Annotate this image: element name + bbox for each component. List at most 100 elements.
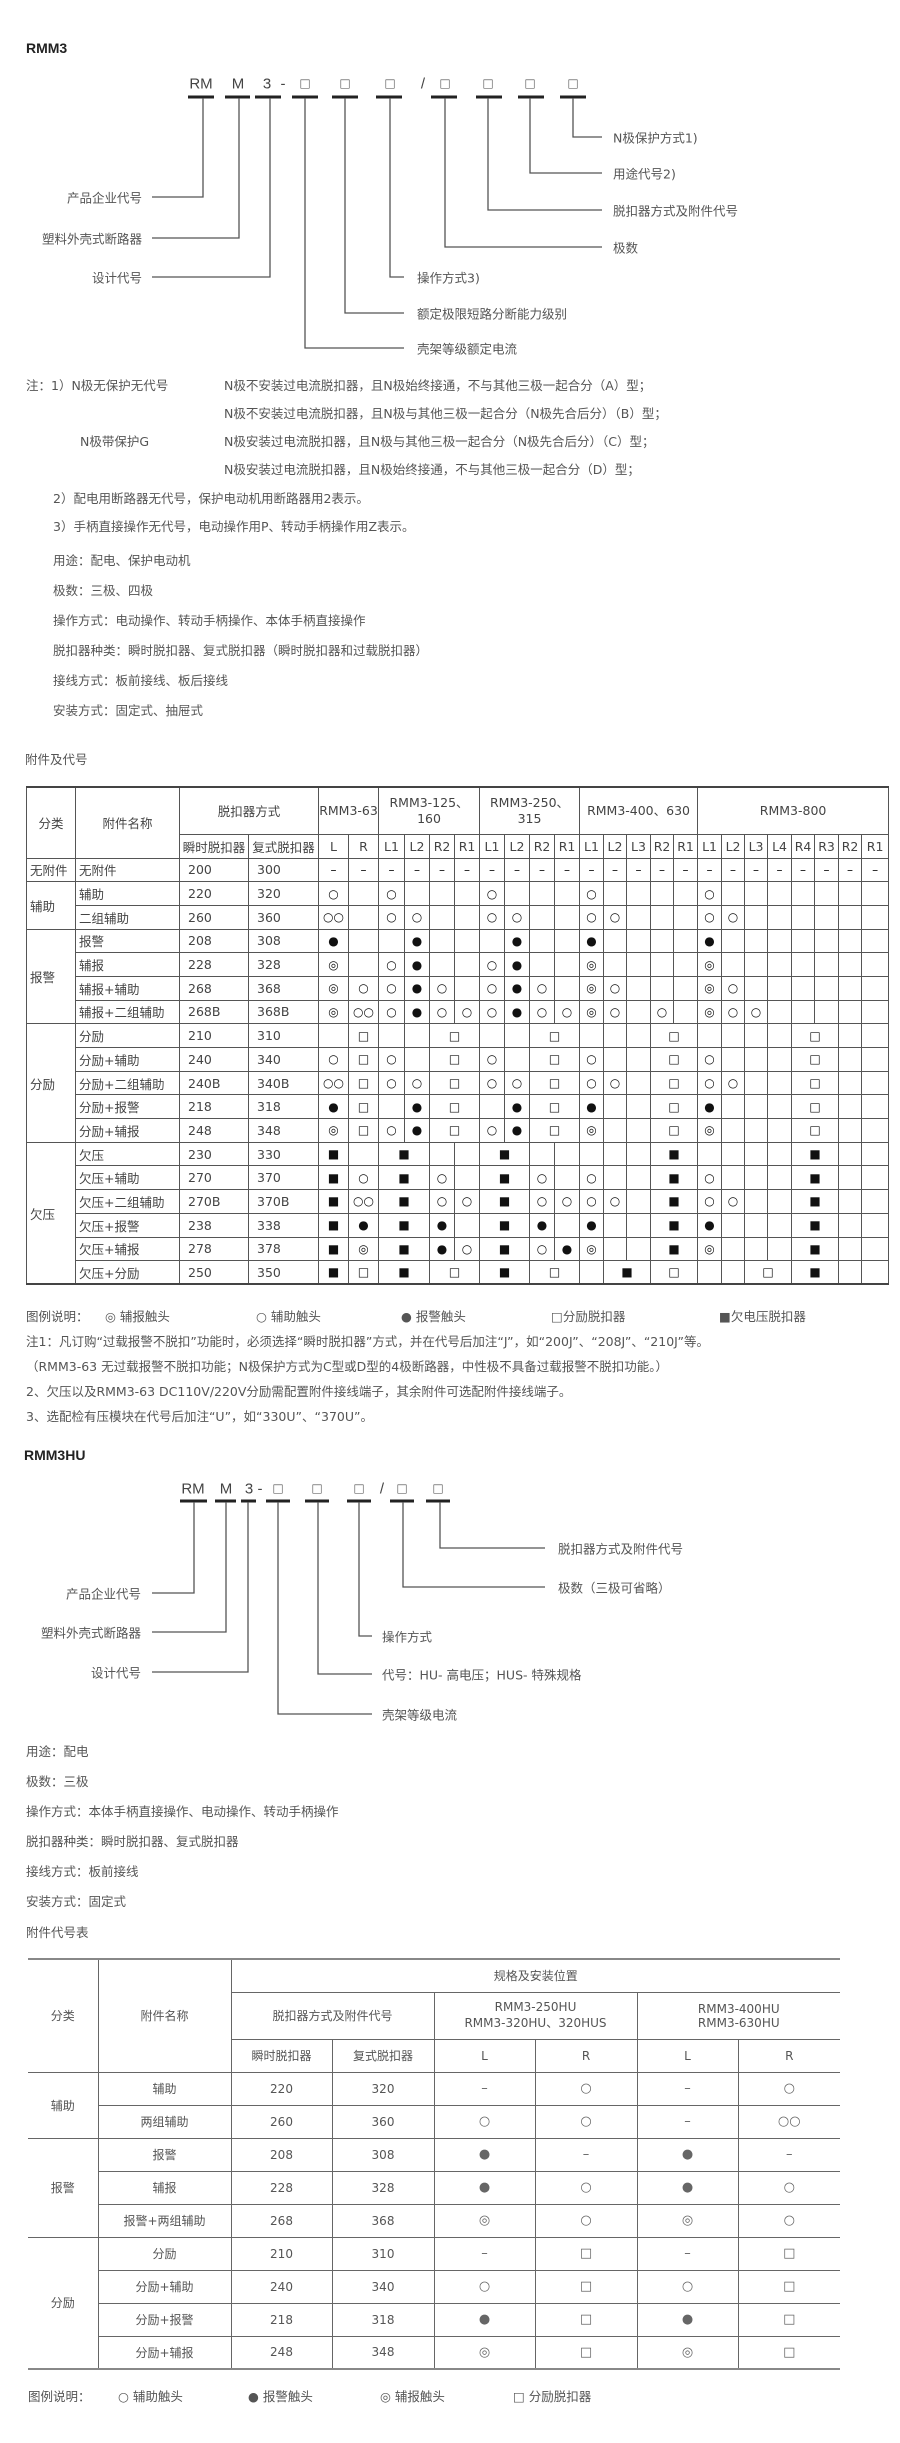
mark-cell <box>744 881 769 906</box>
mark-cell <box>838 1047 863 1072</box>
mark-cell <box>838 1141 863 1167</box>
instant-code-cell: 220 <box>230 2071 333 2106</box>
mark-cell: ○ <box>579 1070 605 1096</box>
mark-cell: ● <box>636 2137 739 2172</box>
mark-cell <box>626 1212 652 1238</box>
mark-cell <box>767 1047 793 1072</box>
code-label: 用途代号2) <box>613 166 676 182</box>
mark-cell: ○ <box>433 2269 536 2304</box>
mark-cell: ○ <box>378 1118 406 1143</box>
mark-cell: ○ <box>721 1070 746 1096</box>
mark-cell <box>429 1141 456 1167</box>
compound-code-cell: 328 <box>331 2170 435 2205</box>
mark-cell <box>861 1212 890 1238</box>
table-row: 无附件 无附件 200 300– – – – – – – – – – – – – – – – – – – – – – – <box>26 857 890 883</box>
mark-cell <box>378 928 406 954</box>
mark-cell <box>673 999 699 1025</box>
mark-cell: ○ <box>721 904 746 930</box>
mark-cell <box>554 1165 581 1191</box>
mark-cell: ○ <box>579 881 605 906</box>
mark-cell <box>744 1023 769 1048</box>
accessory-name-cell: 辅助 <box>97 2071 232 2106</box>
mark-cell <box>744 1236 769 1262</box>
mark-cell <box>861 1260 890 1285</box>
instant-code-cell: 218 <box>179 1094 249 1120</box>
mark-cell: ■ <box>378 1212 431 1238</box>
table-row: 报警 报警 208 308 ● – ● – <box>28 2137 841 2238</box>
mark-cell <box>429 881 456 906</box>
mark-cell <box>744 1070 769 1096</box>
mark-cell: ○ <box>697 904 723 930</box>
legend-item: ○ 辅助触头 <box>256 1306 321 1325</box>
category-cell: 报警 <box>28 2137 99 2238</box>
mark-cell <box>554 952 581 977</box>
mark-cell <box>650 975 675 1001</box>
mark-cell <box>838 1236 863 1262</box>
header-spec: 规格及安装位置 <box>230 1958 841 1993</box>
model-name: RMM3-630HU <box>697 2015 780 2030</box>
mark-cell <box>861 1189 890 1214</box>
mark-cell: – <box>767 857 793 883</box>
mark-cell: ○ <box>479 1118 506 1143</box>
header-position: R1 <box>673 833 699 859</box>
mark-cell: ○ <box>603 904 628 930</box>
mark-cell <box>767 1023 793 1048</box>
mark-cell <box>348 881 380 906</box>
mark-cell <box>603 1047 628 1072</box>
mark-cell <box>454 904 481 930</box>
mark-cell <box>721 952 746 977</box>
mark-cell: ○ <box>479 975 506 1001</box>
mark-cell: ◎ <box>636 2335 739 2370</box>
mark-cell: □ <box>348 1094 380 1120</box>
accessory-name-cell: 分励+辅助 <box>75 1047 180 1072</box>
header-comp: 复式脱扣器 <box>247 833 320 859</box>
mark-cell: □ <box>534 2335 638 2370</box>
mark-cell: □ <box>650 1260 699 1285</box>
mark-cell <box>721 1212 746 1238</box>
table-row: 二组辅助 260 360 ○○ ○ ○ ○ ○ ○ ○ ○ ○ <box>27 904 890 930</box>
mark-cell <box>838 1260 863 1285</box>
mark-cell: ○ <box>479 904 506 930</box>
mark-cell <box>767 1141 793 1167</box>
table-row: 辅报 228 328 ◎ ○ ● ○ ● ◎ ◎ <box>27 952 890 977</box>
mark-cell: □ <box>737 2302 841 2337</box>
instant-code-cell: 248 <box>230 2335 333 2370</box>
mark-cell <box>767 881 793 906</box>
mark-cell: ■ <box>378 1141 431 1167</box>
mark-cell: □ <box>529 1023 581 1048</box>
mark-cell <box>650 928 675 954</box>
mark-cell: – <box>378 857 406 883</box>
spec-mounting: 安装方式：固定式 <box>26 1894 127 1909</box>
mark-cell: ■ <box>378 1236 431 1262</box>
mark-cell <box>814 881 840 906</box>
mark-cell: ■ <box>791 1260 840 1285</box>
mark-cell <box>626 904 652 930</box>
table-row: 分励+辅助 240 340 ○ □ ○ □ <box>28 2269 841 2304</box>
note-2: 2）配电用断路器无代号，保护电动机用断路器用2表示。 <box>53 491 369 506</box>
table-row: 欠压+辅助 270 370 ■ ○ ■ ○ ■ ○ ○ ■ ○ ■ <box>27 1165 890 1191</box>
mark-cell: ● <box>636 2170 739 2205</box>
header-comp: 复式脱扣器 <box>331 2038 435 2073</box>
instant-code-cell: 228 <box>230 2170 333 2205</box>
accessory-code-table-title: 附件代号表 <box>26 1925 89 1940</box>
spec-operation: 操作方式：本体手柄直接操作、电动操作、转动手柄操作 <box>26 1804 339 1819</box>
footnote: 注1：凡订购“过载报警不脱扣”功能时，必须选择“瞬时脱扣器”方式，并在代号后加注… <box>26 1334 709 1349</box>
legend-label: 辅报触头 <box>119 1309 170 1324</box>
mark-cell: ■ <box>318 1236 350 1262</box>
mark-cell <box>554 975 581 1001</box>
legend-label: 报警触头 <box>262 2389 313 2404</box>
mark-cell: ○ <box>554 999 581 1025</box>
header-position: L1 <box>697 833 723 859</box>
mark-cell <box>626 1141 652 1167</box>
mark-cell <box>838 1094 863 1120</box>
instant-code-cell: 270 <box>179 1165 249 1191</box>
mark-cell: – <box>534 2137 638 2172</box>
mark-cell <box>429 904 456 930</box>
mark-cell <box>479 928 506 954</box>
mark-cell: ■ <box>791 1212 840 1238</box>
instant-code-cell: 238 <box>179 1212 249 1238</box>
mark-cell: ● <box>504 1118 531 1143</box>
mark-cell <box>721 1094 746 1120</box>
code-label: 壳架等级电流 <box>382 1707 458 1723</box>
mark-cell: ○ <box>529 975 556 1001</box>
